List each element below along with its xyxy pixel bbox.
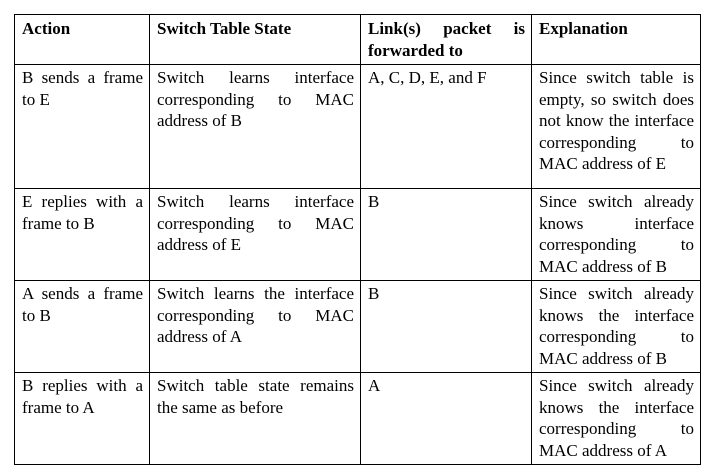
header-action: Action <box>14 14 150 65</box>
switch-table: Action Switch Table State Link(s) packet… <box>14 14 701 465</box>
cell-explanation: Since switch already knows interface cor… <box>531 188 701 281</box>
cell-explanation: Since switch already knows the interface… <box>531 372 701 465</box>
cell-action: A sends a frame to B <box>14 280 150 373</box>
cell-forwarded-links: B <box>360 280 532 373</box>
table-row: A sends a frame to B Switch learns the i… <box>14 280 701 373</box>
header-forwarded-links: Link(s) packet is forwarded to <box>360 14 532 65</box>
cell-action: B sends a frame to E <box>14 64 150 189</box>
cell-forwarded-links: A <box>360 372 532 465</box>
cell-switch-table-state: Switch learns interface corresponding to… <box>149 188 361 281</box>
header-row: Action Switch Table State Link(s) packet… <box>14 14 701 65</box>
cell-explanation: Since switch already knows the interface… <box>531 280 701 373</box>
table-row: B sends a frame to E Switch learns inter… <box>14 64 701 189</box>
cell-forwarded-links: A, C, D, E, and F <box>360 64 532 189</box>
cell-forwarded-links: B <box>360 188 532 281</box>
cell-switch-table-state: Switch learns interface corresponding to… <box>149 64 361 189</box>
cell-action: B replies with a frame to A <box>14 372 150 465</box>
table-row: B replies with a frame to A Switch table… <box>14 372 701 465</box>
cell-action: E replies with a frame to B <box>14 188 150 281</box>
table-body: B sends a frame to E Switch learns inter… <box>14 64 701 465</box>
table-header: Action Switch Table State Link(s) packet… <box>14 14 701 65</box>
table-row: E replies with a frame to B Switch learn… <box>14 188 701 281</box>
header-switch-table-state: Switch Table State <box>149 14 361 65</box>
cell-switch-table-state: Switch table state remains the same as b… <box>149 372 361 465</box>
header-explanation: Explanation <box>531 14 701 65</box>
cell-explanation: Since switch table is empty, so switch d… <box>531 64 701 189</box>
cell-switch-table-state: Switch learns the interface correspondin… <box>149 280 361 373</box>
